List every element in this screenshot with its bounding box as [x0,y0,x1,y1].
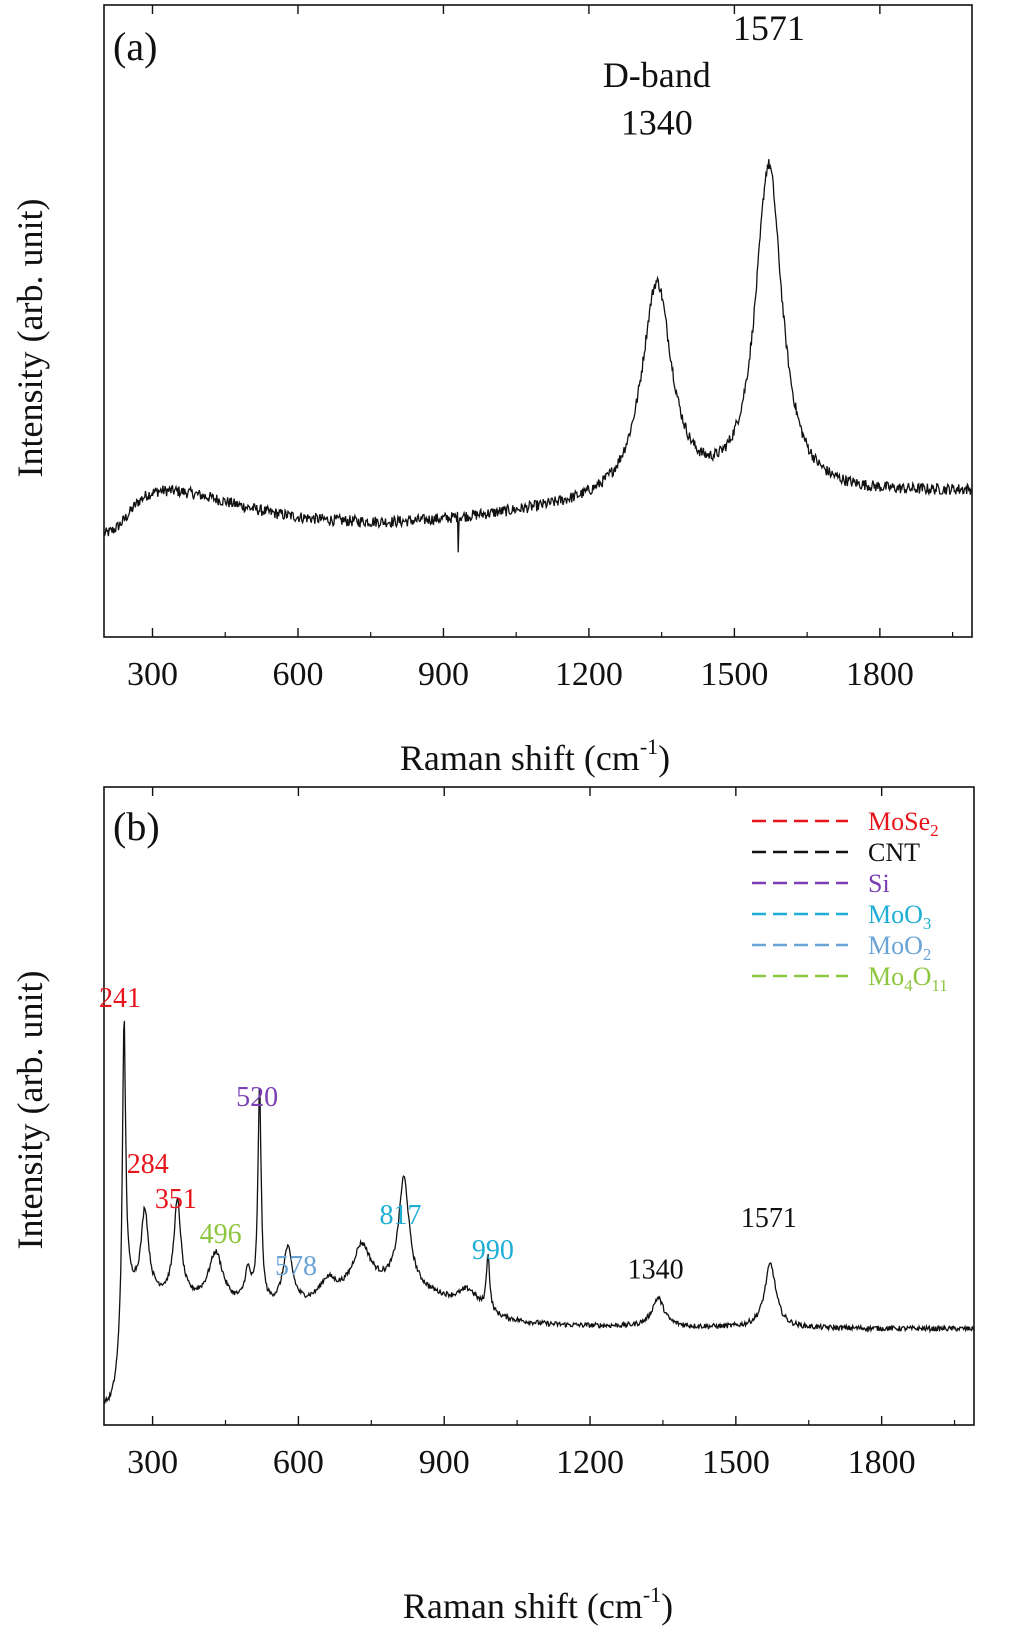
peak-label: 351 [155,1184,197,1215]
x-axis-label-b: Raman shift (cm-1) [403,1582,673,1626]
plot-frame-a [103,4,973,638]
peak-label: 1340 [621,103,693,143]
peak-label: 1571 [733,8,805,48]
peak-label: 496 [200,1219,242,1250]
y-axis-label-b: Intensity (arb. unit) [10,971,50,1250]
peak-annotations-a: D-band1340G-band1571 [603,0,823,143]
x-tick-label: 1500 [702,1444,770,1481]
x-tick-label: 1200 [556,1444,624,1481]
legend-entry: MoO3 [868,900,931,933]
legend-entry: CNT [868,838,920,867]
x-tick-label: 600 [273,1444,324,1481]
peak-label: 520 [236,1082,278,1113]
x-axis-label-a: Raman shift (cm-1) [400,734,670,778]
legend-entry: MoSe2 [868,807,939,840]
x-tick-label: 1800 [846,656,914,693]
legend-entry: Si [868,869,890,898]
panel-label-a: (a) [113,24,157,69]
peak-label: 241 [99,983,141,1014]
peak-label: D-band [603,55,711,95]
spectrum-line-b [103,1020,975,1404]
peak-label: 1571 [741,1203,797,1234]
peak-label: 1340 [628,1254,684,1285]
x-tick-label: 900 [418,656,469,693]
x-tick-labels-b: 300 600 900 1200 1500 1800 [127,1444,916,1481]
peak-label: 817 [379,1200,421,1231]
y-axis-label-a: Intensity (arb. unit) [10,199,50,478]
legend-entry: MoO2 [868,931,931,964]
x-tick-label: 300 [127,656,178,693]
peak-label: 578 [275,1251,317,1282]
x-ticks-b [151,787,956,1425]
peak-label: 284 [127,1149,169,1180]
x-tick-label: 300 [127,1444,178,1481]
plot-frame-b [103,786,975,1426]
x-tick-label: 1500 [700,656,768,693]
panel-label-b: (b) [113,804,160,849]
spectrum-line-a [103,159,973,553]
x-tick-label: 600 [272,656,323,693]
legend-entry: Mo4O11 [868,962,948,995]
x-ticks-a [151,5,954,637]
x-tick-labels-a: 300 600 900 1200 1500 1800 [127,656,914,693]
x-tick-label: 900 [419,1444,470,1481]
x-tick-label: 1200 [555,656,623,693]
x-tick-label: 1800 [848,1444,916,1481]
peak-label: 990 [472,1235,514,1266]
